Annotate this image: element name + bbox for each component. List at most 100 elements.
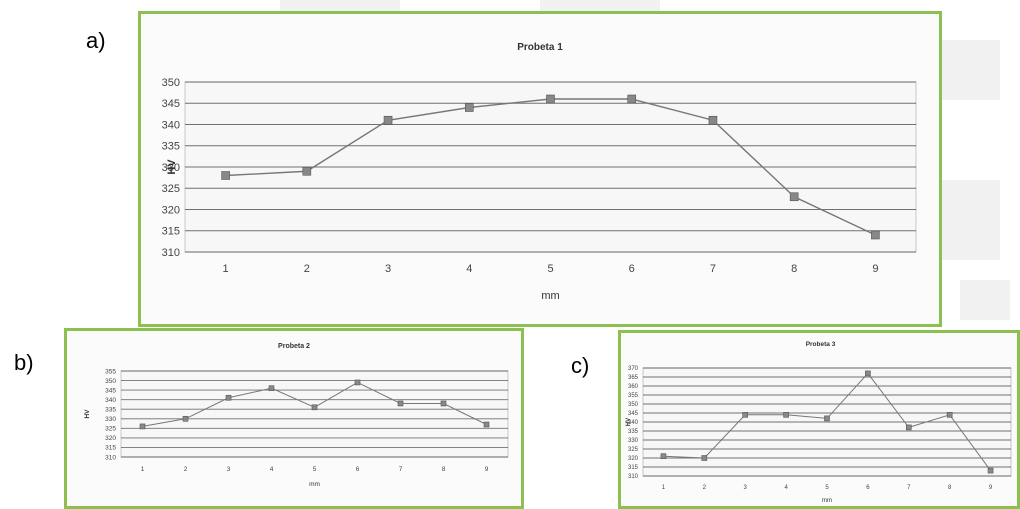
chart-panel-c: Probeta 3 310 315 320 325 330 335 340 345 350 355 3… <box>618 330 1020 509</box>
y-tick-label: 320 <box>105 435 116 442</box>
x-tick-label: 1 <box>223 263 229 275</box>
data-point <box>789 192 799 202</box>
x-tick-label: 7 <box>399 466 403 473</box>
y-tick-label: 350 <box>162 77 180 89</box>
data-point <box>546 94 555 104</box>
data-point <box>627 94 637 104</box>
data-point <box>221 171 230 180</box>
x-tick-label: 9 <box>872 263 878 275</box>
x-tick-label: 5 <box>547 263 553 275</box>
x-tick-label: 3 <box>227 466 231 473</box>
x-tick-label: 2 <box>184 466 188 473</box>
x-tick-label: 7 <box>710 263 716 275</box>
x-tick-label: 9 <box>485 466 489 473</box>
chart-c: Probeta 33103153203253303353403453503553… <box>626 341 1012 504</box>
data-point <box>865 370 871 377</box>
x-tick-label: 4 <box>270 466 274 473</box>
data-point <box>742 412 749 418</box>
y-tick-label: 350 <box>105 378 116 385</box>
y-axis-label: HV <box>626 418 632 426</box>
x-tick-label: 1 <box>662 485 666 491</box>
data-point <box>302 166 312 176</box>
data-point <box>871 230 880 240</box>
data-point <box>440 400 447 407</box>
chart-b: Probeta 2 310 315 320 325 330 335 340 3 4 5 350 355 1… <box>84 343 509 488</box>
x-tick-label: 6 <box>356 466 360 473</box>
y-tick-label: 335 <box>628 429 639 435</box>
x-tick-label: 8 <box>791 263 797 275</box>
data-point <box>397 400 404 407</box>
data-point <box>708 115 718 125</box>
chart-title: Probeta 2 <box>278 343 310 350</box>
x-tick-label: 8 <box>442 466 446 473</box>
chart-panel-a: Probeta 1 310 315 320 325 330 335 340 345 350 1 2 3 4… <box>138 11 942 327</box>
y-tick-label: 335 <box>162 141 180 153</box>
x-axis-label: mm <box>822 498 832 504</box>
data-point <box>987 467 994 474</box>
y-tick-label: 355 <box>628 393 639 399</box>
y-tick-label: 335 <box>105 406 116 413</box>
y-tick-label: 310 <box>628 474 639 480</box>
y-tick-label: 330 <box>162 162 180 174</box>
data-point <box>483 421 490 428</box>
y-tick-label: 330 <box>628 438 639 444</box>
y-tick-label: 340 <box>105 397 116 404</box>
x-tick-label: 2 <box>304 263 310 275</box>
y-tick-label: 310 <box>105 454 116 461</box>
y-tick-label: 350 <box>628 402 639 408</box>
x-tick-label: 1 <box>141 466 145 473</box>
data-point <box>383 115 393 125</box>
y-tick-label: 340 <box>162 119 180 131</box>
background-tile <box>960 280 1010 320</box>
chart-title: Probeta 1 <box>517 42 563 53</box>
x-axis-label: mm <box>309 481 320 488</box>
background-tile <box>940 180 1000 260</box>
panel-label-c: c) <box>571 353 590 378</box>
x-tick-label: 6 <box>629 263 635 275</box>
x-tick-label: 4 <box>784 485 788 491</box>
y-tick-label: 365 <box>628 375 639 381</box>
y-axis-label: HV <box>84 409 91 419</box>
data-point <box>946 412 953 418</box>
data-point <box>311 404 318 411</box>
data-point <box>354 379 361 386</box>
x-tick-label: 5 <box>313 466 317 473</box>
y-tick-label: 315 <box>162 226 180 238</box>
x-tick-label: 5 <box>825 485 829 491</box>
y-tick-label: 330 <box>105 416 116 423</box>
y-tick-label: 325 <box>162 183 180 195</box>
data-point <box>905 424 912 431</box>
data-point <box>139 423 146 430</box>
data-point <box>783 412 789 418</box>
x-tick-label: 3 <box>385 263 391 275</box>
x-tick-label: 3 <box>744 485 748 491</box>
y-tick-label: 355 <box>105 368 116 375</box>
data-point <box>660 453 667 459</box>
plot-area <box>120 370 509 458</box>
y-tick-label: 315 <box>105 445 116 452</box>
data-point <box>464 103 474 112</box>
y-axis-label: HV <box>166 159 178 175</box>
chart-title: Probeta 3 <box>806 341 836 348</box>
x-tick-label: 7 <box>907 485 911 491</box>
y-tick-label: 370 <box>628 366 639 372</box>
x-tick-label: 8 <box>948 485 952 491</box>
data-point <box>701 455 708 461</box>
panel-label-a: a) <box>86 28 106 53</box>
y-tick-label: 320 <box>162 204 180 216</box>
data-point <box>225 394 232 401</box>
x-tick-label: 4 <box>466 263 472 275</box>
x-axis-label: mm <box>541 290 559 302</box>
x-tick-label: 6 <box>866 485 870 491</box>
x-tick-label: 9 <box>989 485 993 491</box>
y-tick-label: 320 <box>628 456 639 462</box>
x-tick-label: 2 <box>703 485 707 491</box>
y-tick-label: 360 <box>628 384 639 390</box>
data-point <box>182 415 189 422</box>
y-tick-label: 345 <box>162 98 180 110</box>
y-tick-label: 310 <box>162 247 180 259</box>
y-tick-label: 325 <box>105 426 116 433</box>
y-tick-label: 345 <box>628 411 639 417</box>
data-point <box>268 385 275 392</box>
